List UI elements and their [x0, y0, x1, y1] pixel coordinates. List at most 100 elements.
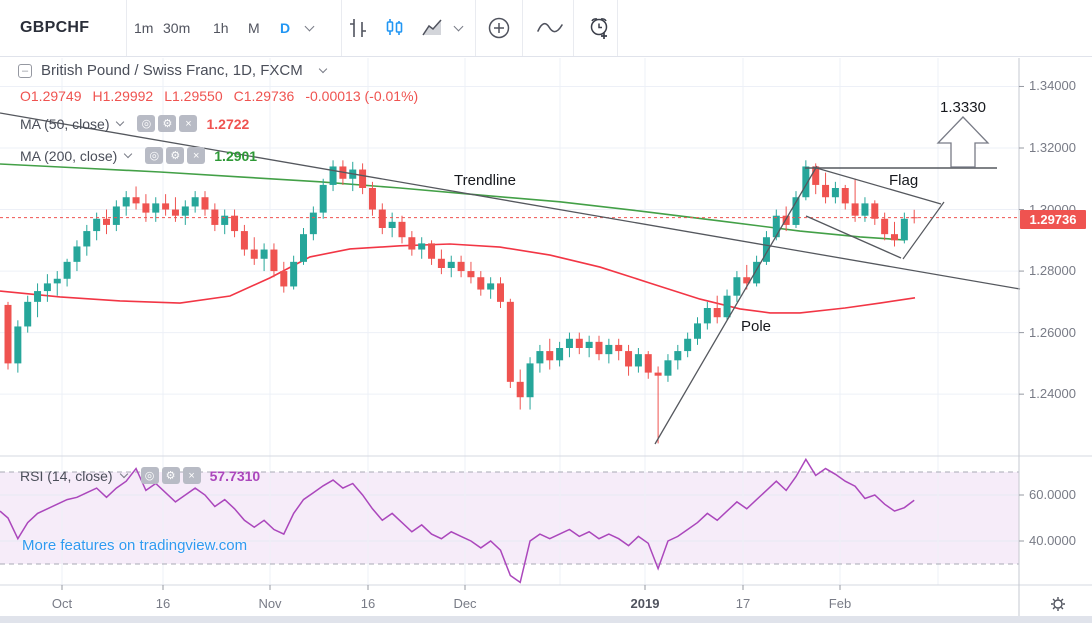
candle-body	[368, 188, 376, 210]
candle-body	[319, 184, 327, 213]
candle-body	[713, 308, 721, 318]
candle-body	[309, 212, 317, 235]
flag-upper-drawing[interactable]	[812, 166, 942, 205]
candle-body	[428, 243, 436, 259]
target-arrow-drawing[interactable]	[936, 116, 990, 168]
pole-annotation[interactable]: Pole	[741, 318, 772, 335]
time-axis-label: 2019	[630, 596, 660, 611]
close-value: C1.29736	[233, 88, 295, 104]
last-price-label: 1.29736	[1020, 210, 1086, 229]
candle-body	[280, 271, 288, 287]
interval-menu-chevron-icon[interactable]	[304, 0, 315, 56]
ma200-legend-row: MA (200, close) ◎ ⚙ × 1.2901	[20, 147, 257, 164]
candle-body	[112, 206, 120, 225]
candle-body	[388, 221, 396, 228]
candle-body	[290, 261, 298, 287]
rsi-visibility-icon[interactable]: ◎	[140, 467, 159, 484]
candle-body	[162, 203, 170, 210]
alert-add-icon[interactable]	[585, 0, 613, 56]
candle-body	[772, 215, 780, 238]
chart-style-menu-chevron-icon[interactable]	[453, 0, 464, 56]
candle-body	[762, 237, 770, 262]
candle-body	[497, 283, 504, 302]
flag-annotation[interactable]: Flag	[889, 172, 919, 189]
candle-body	[674, 351, 682, 361]
ma50-visibility-icon[interactable]: ◎	[137, 115, 156, 132]
candle-body	[63, 261, 71, 279]
candle-body	[418, 243, 426, 250]
candle-body	[211, 209, 219, 225]
candle-body	[802, 166, 810, 198]
candle-body	[536, 351, 544, 364]
candle-body	[34, 291, 42, 302]
ma50-settings-icon[interactable]: ⚙	[158, 115, 177, 132]
candle-body	[615, 344, 623, 352]
symbol-search-button[interactable]: GBPCHF	[20, 19, 90, 36]
open-value: O1.29749	[20, 88, 82, 104]
compare-add-icon[interactable]	[486, 0, 512, 56]
price-axis-label: 1.32000	[1029, 140, 1076, 155]
ma200-settings-icon[interactable]: ⚙	[166, 147, 185, 164]
ma200-remove-icon[interactable]: ×	[187, 147, 206, 164]
ma200-line	[0, 163, 906, 241]
candle-body	[378, 209, 386, 228]
candle-body	[526, 363, 534, 398]
symbol-menu-chevron-icon[interactable]	[318, 64, 327, 74]
tradingview-watermark-link[interactable]: More features on tradingview.com	[22, 537, 248, 554]
rsi-menu-chevron-icon[interactable]	[119, 469, 128, 479]
rsi-remove-icon[interactable]: ×	[182, 467, 201, 484]
time-axis-label: Nov	[258, 596, 282, 611]
candle-body	[181, 206, 189, 216]
candle-body	[24, 301, 32, 327]
rsi-axis-label: 40.0000	[1029, 533, 1076, 548]
interval-button-1m[interactable]: 1m	[134, 20, 154, 36]
interval-button-D[interactable]: D	[280, 20, 291, 36]
toolbar-separator	[475, 0, 476, 56]
candle-body	[191, 197, 199, 207]
candle-body	[703, 308, 711, 324]
candle-body	[240, 231, 248, 250]
candle-body	[171, 209, 179, 216]
rsi-legend-row: RSI (14, close) ◎ ⚙ × 57.7310	[20, 467, 260, 484]
bars-chart-style-icon[interactable]	[346, 0, 370, 56]
candle-body	[516, 381, 524, 398]
toolbar-separator	[341, 0, 342, 56]
candle-body	[437, 258, 445, 268]
ma200-label: MA (200, close)	[20, 147, 118, 164]
ma200-menu-chevron-icon[interactable]	[124, 149, 133, 159]
candle-body	[812, 166, 820, 185]
interval-button-1h[interactable]: 1h	[213, 20, 229, 36]
candle-body	[447, 261, 455, 268]
candle-body	[782, 215, 790, 225]
ma50-remove-icon[interactable]: ×	[179, 115, 198, 132]
price-axis-label: 1.34000	[1029, 78, 1076, 94]
chart-properties-gear-icon[interactable]	[1045, 592, 1071, 616]
candle-body	[723, 295, 731, 318]
candle-body	[822, 184, 830, 198]
candle-body	[565, 338, 573, 348]
interval-button-30m[interactable]: 30m	[163, 20, 191, 36]
candles-chart-style-icon[interactable]	[383, 0, 407, 56]
trendline-drawing[interactable]	[0, 112, 1021, 290]
area-chart-style-icon[interactable]	[420, 0, 446, 56]
candle-body	[654, 372, 662, 376]
pole-drawing[interactable]	[654, 165, 818, 445]
price-axis-label: 1.28000	[1029, 263, 1076, 279]
ma50-menu-chevron-icon[interactable]	[116, 117, 125, 127]
ma200-visibility-icon[interactable]: ◎	[145, 147, 164, 164]
price-target-annotation[interactable]: 1.3330	[940, 99, 986, 116]
candle-body	[201, 197, 209, 210]
candle-body	[506, 301, 514, 382]
low-value: L1.29550	[164, 88, 223, 104]
candle-body	[851, 203, 859, 216]
flag-breakout-drawing[interactable]	[902, 201, 945, 260]
flag-lower-drawing[interactable]	[805, 215, 902, 259]
layout-collapse-icon[interactable]: –	[18, 63, 32, 78]
candle-body	[556, 348, 564, 361]
indicators-icon[interactable]	[536, 0, 564, 56]
rsi-settings-icon[interactable]: ⚙	[161, 467, 180, 484]
price-axis-label: 1.24000	[1029, 386, 1076, 402]
trendline-annotation[interactable]: Trendline	[454, 172, 516, 189]
interval-button-M[interactable]: M	[248, 20, 260, 36]
